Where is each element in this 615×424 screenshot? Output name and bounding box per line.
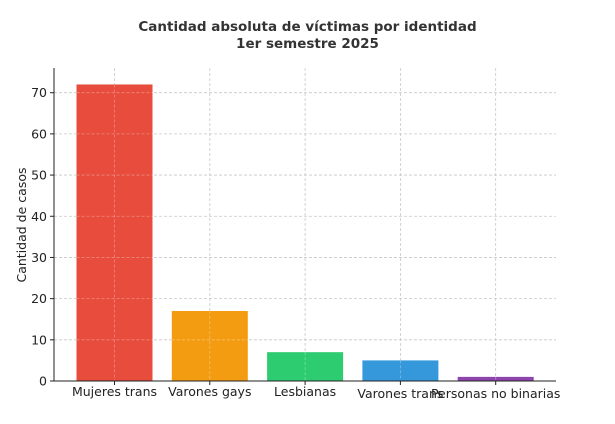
y-tick-label: 10 <box>31 332 47 347</box>
y-tick-label: 40 <box>31 209 47 224</box>
bar <box>267 352 344 381</box>
y-tick-label: 30 <box>31 250 47 265</box>
y-axis-label: Cantidad de casos <box>14 168 29 283</box>
bar <box>76 84 153 381</box>
axis-layer: 0 10 20 30 40 50 60 70 Mujeres trans Varones gays… <box>31 68 560 401</box>
bar-layer <box>76 84 534 381</box>
x-tick-label: Personas no binarias <box>431 386 560 401</box>
y-tick-label: 60 <box>31 126 47 141</box>
x-tick-label: Lesbianas <box>274 384 336 399</box>
y-tick-label: 50 <box>31 168 47 183</box>
bar <box>457 376 534 381</box>
x-tick-label: Mujeres trans <box>72 384 157 399</box>
bar <box>171 310 248 381</box>
chart-title: Cantidad absoluta de víctimas por identi… <box>138 19 477 35</box>
x-tick-label: Varones gays <box>168 384 251 399</box>
x-tick-label: Varones trans <box>357 386 443 401</box>
chart-subtitle: 1er semestre 2025 <box>236 36 379 52</box>
y-tick-label: 0 <box>39 374 47 389</box>
y-tick-label: 20 <box>31 291 47 306</box>
bar <box>362 360 439 381</box>
y-tick-label: 70 <box>31 85 47 100</box>
